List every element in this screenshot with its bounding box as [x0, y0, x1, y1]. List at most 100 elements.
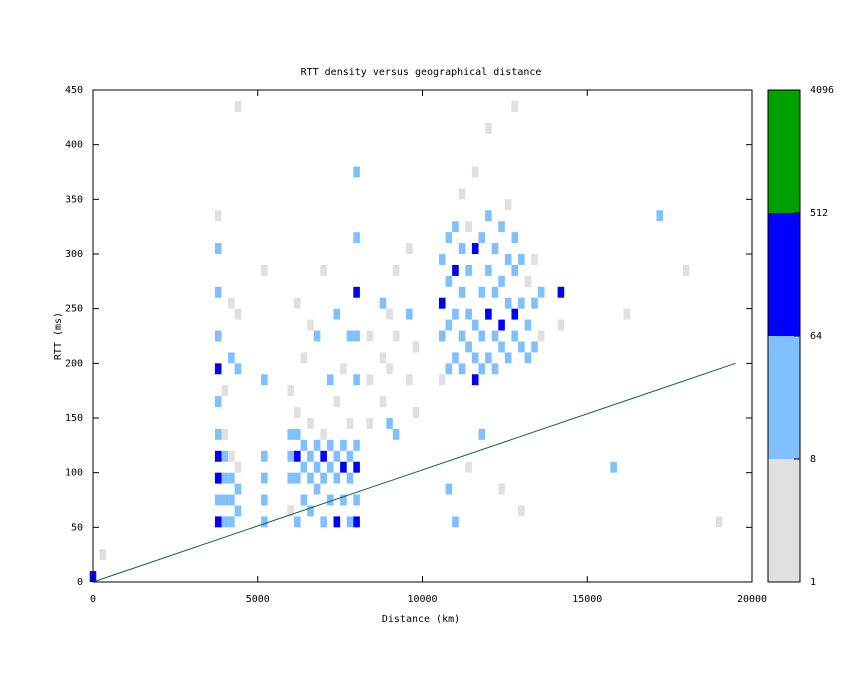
colorbar-segment — [768, 336, 800, 459]
density-cell — [557, 286, 565, 298]
colorbar-tick-label: 1 — [810, 577, 816, 588]
density-cell — [366, 330, 374, 342]
density-cell — [340, 461, 347, 473]
density-cell — [485, 122, 492, 134]
density-cell — [458, 243, 466, 254]
density-cell — [478, 232, 486, 244]
density-cell — [471, 243, 479, 254]
density-cell — [234, 505, 242, 517]
density-cell — [715, 516, 723, 528]
density-cell — [293, 297, 301, 309]
x-tick-label: 10000 — [407, 594, 437, 605]
y-tick-label: 450 — [65, 85, 83, 96]
density-cell — [320, 264, 327, 276]
y-tick-label: 150 — [65, 413, 83, 424]
density-cell — [300, 439, 308, 451]
density-cell — [307, 450, 314, 462]
density-cell — [452, 264, 459, 276]
density-cell — [438, 330, 446, 342]
density-cell — [386, 308, 393, 320]
density-cell — [320, 472, 327, 484]
density-cell — [313, 483, 321, 495]
density-cell — [221, 385, 229, 397]
density-cell — [340, 363, 347, 375]
density-cell — [386, 418, 393, 429]
density-cell — [610, 461, 617, 473]
density-cell — [623, 308, 631, 320]
density-cell — [307, 472, 314, 484]
density-cell — [221, 516, 229, 528]
density-cell — [406, 308, 413, 320]
density-cell — [445, 483, 453, 495]
density-cell — [485, 308, 492, 320]
x-tick-label: 0 — [90, 594, 96, 605]
density-cell — [392, 428, 400, 440]
density-cell — [333, 450, 341, 462]
density-cell — [320, 428, 327, 440]
density-cell — [504, 297, 512, 309]
density-cell — [478, 286, 486, 298]
density-cell — [504, 199, 512, 211]
density-cell — [300, 494, 308, 506]
density-cell — [379, 396, 387, 408]
density-cell — [214, 450, 222, 462]
density-cell — [471, 319, 479, 331]
density-cell — [491, 363, 499, 375]
density-cell — [221, 472, 229, 484]
y-tick-label: 50 — [71, 522, 83, 533]
density-cell — [287, 450, 294, 462]
density-cell — [412, 407, 420, 418]
density-cell — [261, 494, 268, 506]
density-cell — [261, 374, 268, 386]
density-cell — [392, 264, 400, 276]
density-cell — [452, 516, 459, 528]
density-cell — [353, 330, 360, 342]
density-cell — [307, 319, 314, 331]
density-cell — [445, 232, 453, 244]
density-cell — [485, 210, 492, 222]
density-cell — [379, 297, 387, 309]
density-cell — [524, 319, 532, 331]
density-cell — [221, 428, 229, 440]
colorbar-segment — [768, 213, 800, 336]
density-cell — [346, 330, 354, 342]
density-cell — [445, 275, 453, 287]
density-cell — [326, 374, 334, 386]
y-tick-label: 200 — [65, 358, 83, 369]
density-cell — [221, 494, 229, 506]
colorbar-tick-label: 4096 — [810, 85, 834, 96]
density-cell — [498, 221, 505, 233]
density-cell — [511, 308, 519, 320]
density-cell — [406, 243, 413, 254]
colorbar-tick-label: 512 — [810, 208, 828, 219]
density-cell — [511, 264, 519, 276]
density-cell — [524, 352, 532, 364]
density-cell — [511, 232, 519, 244]
density-cell — [656, 210, 664, 222]
density-cell — [518, 341, 525, 353]
density-cell — [293, 407, 301, 418]
plot-frame — [92, 89, 753, 583]
density-cell — [682, 264, 690, 276]
density-cell — [313, 439, 321, 451]
density-cell — [379, 352, 387, 364]
density-cell — [326, 494, 334, 506]
density-cell — [537, 330, 545, 342]
density-cell — [458, 286, 466, 298]
density-cell — [511, 330, 519, 342]
density-cell — [346, 418, 354, 429]
density-cell — [498, 319, 505, 331]
density-cell — [340, 494, 347, 506]
density-cell — [518, 254, 525, 265]
density-cell — [234, 363, 242, 375]
density-cell — [353, 286, 360, 298]
x-tick-label: 20000 — [737, 594, 767, 605]
density-cell — [340, 439, 347, 451]
density-cell — [438, 297, 446, 309]
density-cell — [214, 243, 222, 254]
density-cell — [346, 450, 354, 462]
density-cell — [353, 516, 360, 528]
density-cell — [228, 516, 235, 528]
y-tick-label: 400 — [65, 140, 83, 151]
